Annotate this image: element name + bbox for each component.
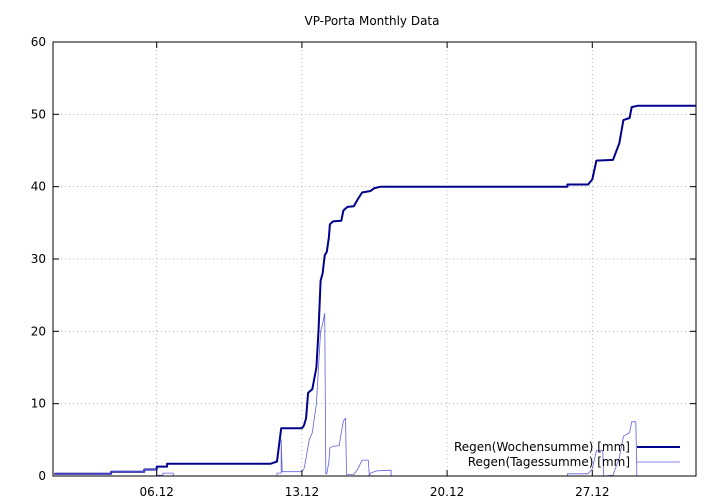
x-tick-label: 06.12 <box>140 485 174 499</box>
x-tick-label: 13.12 <box>285 485 319 499</box>
y-tick-label: 0 <box>38 469 46 483</box>
y-tick-label: 40 <box>31 180 46 194</box>
y-tick-label: 30 <box>31 252 46 266</box>
x-tick-label: 27.12 <box>575 485 609 499</box>
y-tick-label: 50 <box>31 107 46 121</box>
grid-layer <box>53 42 696 476</box>
y-tick-label: 10 <box>31 397 46 411</box>
series-layer <box>54 104 696 477</box>
legend-label-1: Regen(Tagessumme) [mm] <box>468 455 630 469</box>
chart-title: VP-Porta Monthly Data <box>305 14 440 28</box>
y-tick-label: 20 <box>31 324 46 338</box>
x-tick-label: 20.12 <box>430 485 464 499</box>
axis-layer: 0 10 20 30 40 50 60 06.12 13.12 20.12 27.12 <box>31 35 696 499</box>
legend-label-0: Regen(Wochensumme) [mm] <box>454 440 630 454</box>
y-tick-label: 60 <box>31 35 46 49</box>
series-line-1 <box>54 312 696 477</box>
legend: Regen(Wochensumme) [mm]Regen(Tagessumme)… <box>454 440 680 469</box>
series-line-0 <box>54 104 696 475</box>
